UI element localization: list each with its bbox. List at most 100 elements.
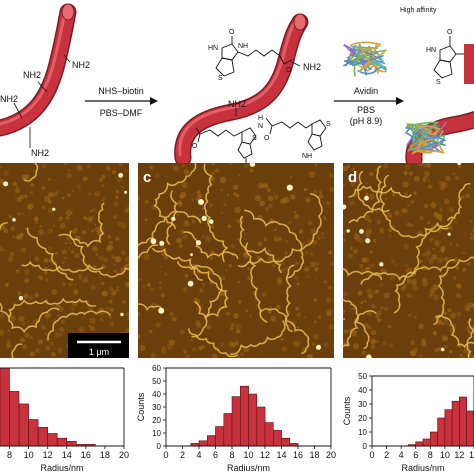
afm-noise <box>138 334 141 339</box>
afm-noise <box>458 165 461 169</box>
afm-noise <box>314 163 318 167</box>
afm-particle <box>18 296 24 301</box>
afm-noise <box>265 207 269 212</box>
afm-particle <box>52 207 56 211</box>
afm-noise <box>271 263 276 268</box>
afm-noise <box>109 286 114 292</box>
afm-noise <box>274 238 278 242</box>
afm-noise <box>68 282 73 287</box>
afm-particle <box>359 229 364 234</box>
afm-noise <box>470 233 473 236</box>
afm-noise <box>220 188 224 192</box>
afm-noise <box>23 293 29 299</box>
afm-noise <box>383 163 389 169</box>
afm-noise <box>259 200 266 207</box>
afm-noise <box>380 306 384 309</box>
afm-noise <box>0 165 2 169</box>
histogram-bar <box>240 385 249 447</box>
afm-noise <box>318 237 320 240</box>
afm-noise <box>410 199 415 204</box>
afm-noise <box>99 177 103 182</box>
protein-ribbon <box>343 44 357 67</box>
afm-noise <box>0 329 5 336</box>
afm-strand <box>360 259 455 285</box>
afm-noise <box>34 220 39 225</box>
afm-noise <box>428 258 435 265</box>
afm-particle <box>208 219 214 224</box>
afm-noise <box>143 253 150 261</box>
afm-noise <box>363 299 367 304</box>
afm-noise <box>223 203 227 207</box>
afm-noise <box>470 235 474 240</box>
afm-noise <box>52 224 56 228</box>
histogram-bar <box>466 410 474 447</box>
afm-noise <box>232 184 239 190</box>
afm-noise <box>77 184 82 189</box>
afm-noise <box>138 311 141 317</box>
atom-label: NH <box>238 43 248 50</box>
x-tick-label: 18 <box>309 450 319 460</box>
afm-noise <box>387 324 392 329</box>
afm-noise <box>343 296 346 299</box>
afm-noise <box>91 285 96 290</box>
y-tick-label: 30 <box>358 400 367 409</box>
afm-noise <box>45 345 51 351</box>
afm-noise <box>181 182 188 189</box>
protein-ribbon <box>357 66 387 75</box>
x-tick-label: 4 <box>399 450 404 460</box>
afm-strand <box>343 298 370 350</box>
afm-noise <box>103 257 108 262</box>
afm-noise <box>199 347 203 351</box>
afm-noise <box>180 191 186 198</box>
afm-noise <box>88 192 92 196</box>
buffer-label: PBS <box>357 105 375 115</box>
afm-noise <box>54 251 58 255</box>
afm-noise <box>362 350 366 355</box>
afm-noise <box>268 203 273 209</box>
afm-noise <box>263 183 269 189</box>
afm-noise <box>227 224 232 229</box>
afm-noise <box>352 329 357 334</box>
afm-noise <box>247 275 252 281</box>
afm-noise <box>238 174 240 177</box>
afm-noise <box>288 221 292 225</box>
afm-noise <box>55 304 61 310</box>
afm-noise <box>62 282 67 287</box>
afm-particle <box>201 215 207 222</box>
histogram-bar <box>47 433 58 447</box>
afm-noise <box>30 183 35 187</box>
afm-particle <box>3 181 9 187</box>
afm-noise <box>121 250 126 255</box>
afm-noise <box>349 246 354 250</box>
y-tick-label: 20 <box>358 414 367 423</box>
afm-noise <box>290 194 296 200</box>
afm-noise <box>255 195 262 202</box>
afm-noise <box>59 222 66 229</box>
afm-noise <box>95 253 99 256</box>
nanotube-unmodified <box>0 3 77 137</box>
afm-noise <box>101 174 106 179</box>
afm-noise <box>39 225 42 228</box>
afm-noise <box>383 292 390 299</box>
afm-noise <box>57 347 63 354</box>
afm-noise <box>404 269 407 272</box>
afm-noise <box>437 256 444 264</box>
afm-noise <box>455 266 460 270</box>
afm-strand <box>237 193 323 268</box>
afm-noise <box>0 313 5 319</box>
afm-noise <box>449 242 453 246</box>
afm-noise <box>354 192 358 196</box>
afm-noise <box>314 267 319 272</box>
afm-noise <box>78 274 83 279</box>
afm-noise <box>63 256 68 260</box>
histogram-bar <box>444 409 453 447</box>
afm-noise <box>404 192 408 196</box>
reagent-label: Avidin <box>354 86 378 96</box>
afm-noise <box>182 234 188 240</box>
afm-noise <box>312 342 316 346</box>
afm-noise <box>196 190 201 195</box>
y-tick-label: 10 <box>358 428 367 437</box>
afm-noise <box>343 238 346 242</box>
afm-noise <box>372 238 377 243</box>
afm-noise <box>343 329 349 334</box>
